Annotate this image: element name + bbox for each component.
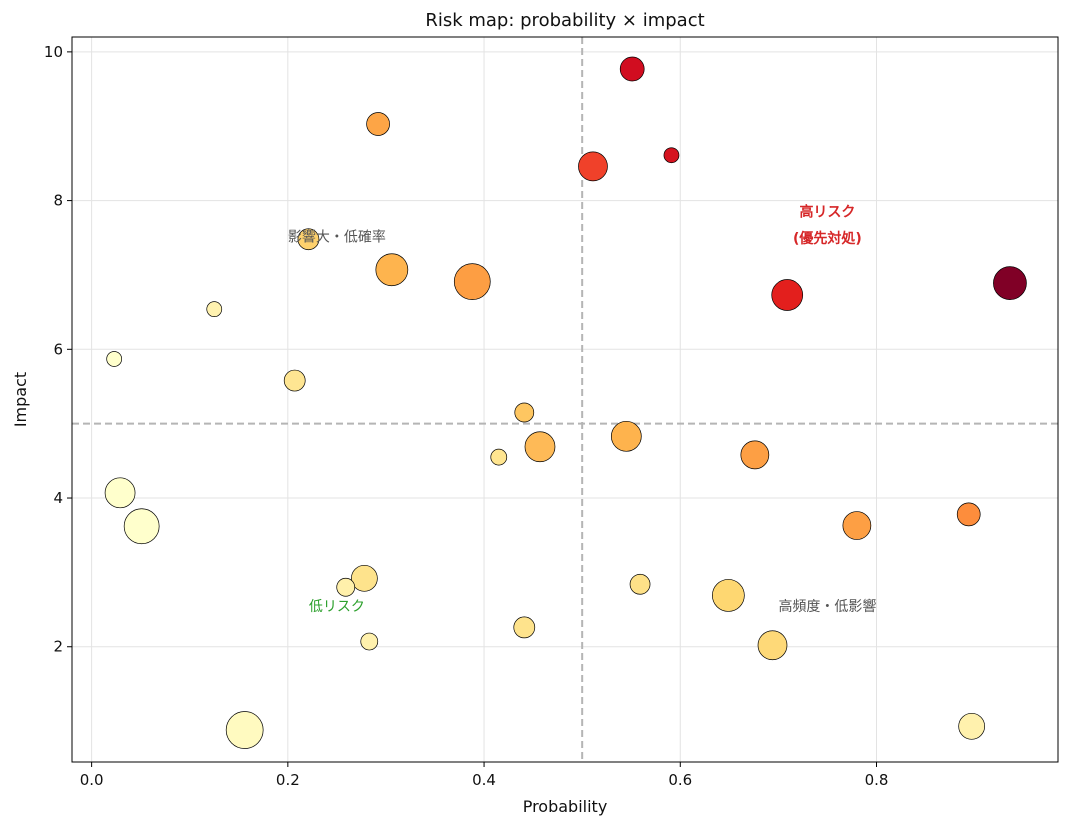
risk-bubble [336, 577, 356, 597]
risk-bubble [740, 440, 770, 470]
y-tick-label: 8 [53, 192, 63, 210]
x-tick-label: 0.8 [865, 771, 889, 789]
y-tick-label: 4 [53, 489, 63, 507]
risk-bubble [513, 616, 536, 639]
quadrant-annotation: 高頻度・低影響 [778, 598, 876, 615]
risk-bubble [629, 573, 651, 595]
quadrant-annotation: 影響大・低確率 [288, 228, 386, 245]
x-axis-label: Probability [523, 797, 608, 816]
y-axis-ticks: 2 4 6 8 10 [44, 43, 72, 656]
y-tick-label: 6 [53, 340, 63, 358]
x-tick-label: 0.6 [668, 771, 692, 789]
x-tick-label: 0.4 [472, 771, 496, 789]
bubble-points [104, 56, 1027, 749]
x-axis-ticks: 0.0 0.2 0.4 0.6 0.8 [80, 762, 889, 789]
quadrant-annotation: 高リスク [799, 204, 855, 221]
risk-bubble [958, 712, 986, 740]
x-tick-label: 0.0 [80, 771, 104, 789]
risk-bubble [514, 402, 535, 423]
risk-bubble [956, 502, 981, 527]
risk-bubble [104, 477, 136, 509]
risk-bubble [757, 630, 788, 661]
risk-bubble [771, 279, 804, 311]
y-tick-label: 10 [44, 43, 63, 61]
y-axis-label: Impact [11, 372, 30, 427]
risk-bubble [712, 579, 745, 612]
risk-bubble [453, 263, 491, 300]
x-tick-label: 0.2 [276, 771, 300, 789]
quadrant-annotation: (優先対処) [793, 230, 862, 247]
risk-bubble [206, 301, 223, 318]
chart-title: Risk map: probability × impact [425, 10, 704, 31]
risk-bubble [360, 632, 379, 651]
quadrant-annotation: 低リスク [309, 599, 365, 615]
risk-bubble [366, 112, 390, 136]
risk-bubble [490, 448, 508, 466]
risk-bubble [297, 228, 320, 251]
y-tick-label: 2 [53, 638, 63, 656]
grid-lines [72, 37, 1058, 762]
risk-bubble [619, 56, 645, 82]
threshold-lines [72, 37, 1058, 762]
risk-bubble [225, 711, 264, 749]
risk-bubble [578, 151, 608, 182]
risk-bubble [842, 511, 872, 540]
plot-frame [71, 36, 1059, 763]
risk-bubble [993, 266, 1027, 300]
risk-bubble [123, 508, 160, 545]
risk-bubble [375, 253, 409, 287]
risk-bubble [351, 564, 378, 592]
risk-bubble [663, 147, 680, 164]
risk-bubble [524, 431, 556, 463]
risk-bubble [106, 351, 123, 367]
risk-bubble [610, 420, 642, 452]
risk-bubble [283, 369, 306, 392]
